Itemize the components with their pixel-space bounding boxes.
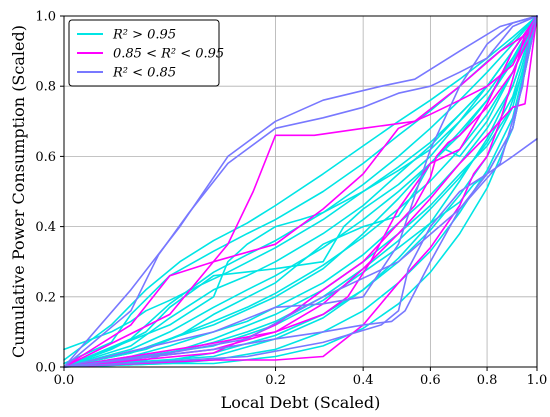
series-line [63, 15, 538, 368]
series-line [63, 15, 538, 368]
x-tick-label: 0.8 [477, 373, 498, 388]
series-line [63, 15, 538, 368]
series-line [63, 15, 538, 368]
y-tick-label: 0.0 [35, 361, 56, 376]
series-line [63, 15, 538, 368]
x-tick-label: 0.4 [353, 373, 374, 388]
series-line [63, 15, 538, 368]
y-tick-label: 0.8 [35, 80, 56, 95]
series-line [63, 15, 538, 368]
x-tick-label: 0.0 [54, 373, 75, 388]
series-line [63, 15, 538, 361]
series-lines [63, 15, 538, 368]
y-tick-label: 1.0 [35, 10, 56, 25]
legend-label: 0.85 < R² < 0.95 [113, 47, 224, 62]
legend-label: R² > 0.95 [112, 28, 176, 43]
series-line [63, 15, 538, 368]
x-tick-label: 0.6 [420, 373, 441, 388]
series-line [63, 15, 538, 368]
x-tick-label: 0.2 [265, 373, 286, 388]
y-tick-label: 0.4 [35, 220, 56, 235]
legend-box [68, 19, 220, 87]
series-line [63, 15, 538, 368]
tick-labels: 0.0 0.2 0.4 0.6 0.8 1.0 0.0 0.2 0.4 0.6 0.8 1.0 [35, 10, 547, 389]
legend: R² > 0.95 0.85 < R² < 0.95 R² < 0.85 [68, 19, 224, 87]
series-line [63, 15, 538, 368]
plot-frame [63, 15, 538, 368]
y-axis-label: Cumulative Power Consumption (Scaled) [9, 25, 28, 358]
series-line [63, 138, 538, 368]
legend-label: R² < 0.85 [112, 66, 176, 81]
series-line [63, 15, 538, 368]
series-line [63, 15, 538, 368]
y-tick-label: 0.2 [35, 290, 56, 305]
x-tick-label: 1.0 [527, 373, 548, 388]
x-axis-label: Local Debt (Scaled) [221, 393, 381, 412]
y-tick-label: 0.6 [35, 150, 56, 165]
series-line [63, 15, 538, 368]
series-line [63, 15, 538, 368]
series-line [63, 15, 538, 368]
series-line [63, 15, 538, 368]
